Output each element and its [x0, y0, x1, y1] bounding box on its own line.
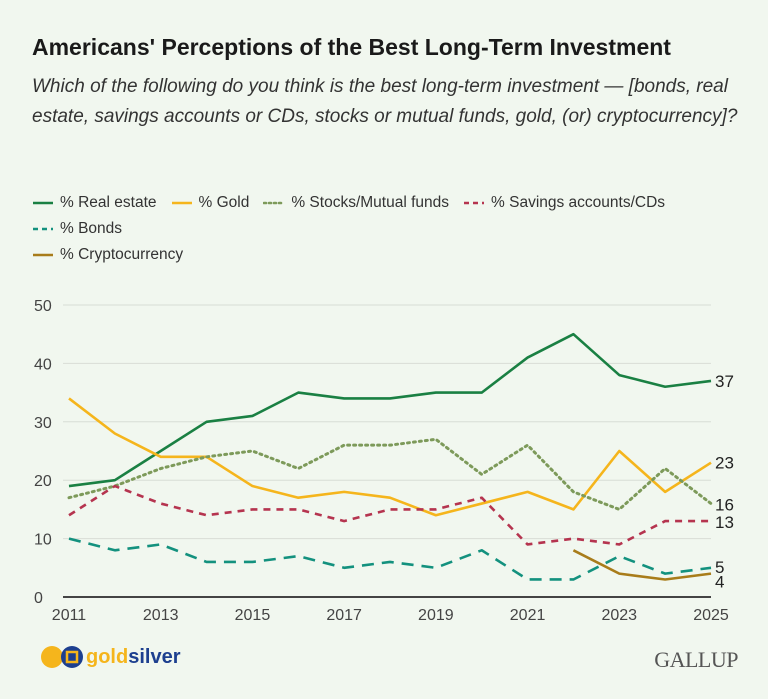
brand-gold: gold — [86, 645, 129, 668]
legend-item: % Real estate — [32, 190, 157, 216]
legend-label: % Savings accounts/CDs — [491, 194, 666, 211]
y-tick-label: 10 — [34, 532, 52, 549]
legend-item: % Gold — [171, 190, 250, 216]
legend-item: % Savings accounts/CDs — [463, 190, 665, 216]
series-line-5 — [572, 549, 712, 581]
y-tick-label: 50 — [34, 298, 52, 315]
x-tick-label: 2021 — [510, 607, 546, 624]
end-label: 4 — [715, 573, 724, 592]
y-tick-label: 0 — [34, 590, 43, 607]
y-tick-label: 30 — [34, 415, 52, 432]
y-tick-label: 40 — [34, 356, 52, 373]
legend-item: % Bonds — [32, 216, 122, 242]
legend-swatch — [33, 201, 53, 205]
legend-label: % Bonds — [60, 220, 123, 237]
legend-label: % Real estate — [60, 194, 157, 211]
legend: % Real estate % Gold % Stocks/Mutual funds… — [32, 190, 752, 268]
x-tick-label: 2023 — [601, 607, 637, 624]
series-line-4 — [68, 537, 712, 581]
x-tick-label: 2019 — [418, 607, 454, 624]
series-line-3 — [68, 484, 711, 546]
chart-subtitle: Which of the following do you think is t… — [32, 76, 738, 127]
end-label: 5 — [715, 558, 724, 577]
legend-label: % Cryptocurrency — [60, 246, 184, 263]
coin-logo-icon — [41, 646, 83, 668]
end-label: 13 — [715, 513, 734, 532]
legend-swatch — [33, 253, 53, 257]
goldsilver-logo: gold silver — [40, 645, 180, 669]
legend-item: % Stocks/Mutual funds — [263, 190, 449, 216]
legend-swatch — [171, 201, 192, 205]
series-line-0 — [68, 332, 712, 488]
end-label: 16 — [715, 496, 734, 515]
legend-label: % Stocks/Mutual funds — [291, 194, 450, 211]
end-label: 23 — [715, 454, 734, 473]
x-tick-label: 2017 — [326, 607, 362, 624]
legend-swatch — [33, 227, 53, 231]
legend-swatch — [263, 201, 286, 205]
gallup-logo: GALLUP — [654, 647, 738, 672]
x-tick-label: 2025 — [693, 607, 729, 624]
chart-title: Americans' Perceptions of the Best Long-… — [32, 34, 671, 60]
legend-swatch — [464, 201, 485, 205]
y-tick-label: 20 — [34, 473, 52, 490]
end-label: 37 — [715, 372, 734, 391]
brand-silver: silver — [128, 645, 181, 668]
x-tick-label: 2011 — [52, 607, 87, 624]
x-tick-label: 2015 — [235, 607, 271, 624]
x-tick-label: 2013 — [143, 607, 179, 624]
legend-label: % Gold — [198, 194, 250, 211]
legend-item: % Cryptocurrency — [32, 242, 183, 268]
